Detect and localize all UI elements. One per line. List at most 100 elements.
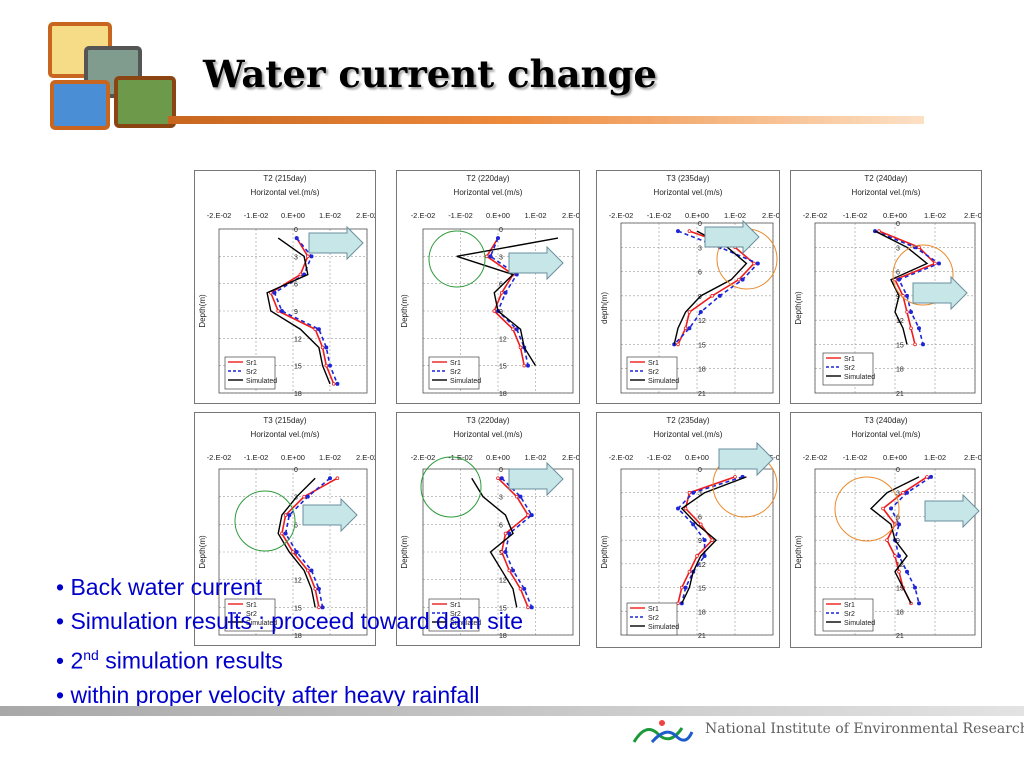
sr2-marker <box>324 345 329 350</box>
bullet-text: • within proper velocity after heavy rai… <box>56 681 480 708</box>
sr1-marker <box>514 494 519 499</box>
sr2-marker <box>529 513 534 518</box>
y-tick-label: 3 <box>294 254 298 261</box>
x-tick-label: 2.E-02 <box>562 453 579 462</box>
sr2-marker <box>702 538 707 543</box>
sr1-marker <box>496 476 500 481</box>
y-tick-label: 12 <box>698 562 706 569</box>
plot-frame <box>814 222 976 394</box>
sr1-marker <box>499 550 504 554</box>
y-tick-label: 18 <box>698 367 706 374</box>
sr1-marker <box>695 554 699 558</box>
sr1-marker <box>925 475 929 479</box>
sr2-marker <box>905 293 909 298</box>
sr2-marker <box>309 568 314 573</box>
x-tick-label: 1.E-02 <box>319 453 341 462</box>
footer-organization: National Institute of Environmental Rese… <box>705 721 1024 737</box>
y-tick-label: 6 <box>698 514 702 521</box>
chart-title: T3 (215day) <box>263 416 306 425</box>
y-tick-label: 3 <box>896 245 900 252</box>
x-tick-label: 1.E-02 <box>924 211 946 220</box>
right-arrow-icon <box>308 225 364 261</box>
sr1-marker <box>699 522 703 527</box>
sr2-marker <box>488 254 493 259</box>
x-tick-label: 2.E-02 <box>964 211 981 220</box>
right-arrow-icon <box>302 497 358 533</box>
x-axis-label: Horizontal vel.(m/s) <box>454 430 523 439</box>
sr2-marker <box>294 236 299 241</box>
y-tick-label: 12 <box>294 336 302 343</box>
x-axis-label: Horizontal vel.(m/s) <box>251 430 320 439</box>
bullet-item: • Back water current <box>56 570 696 604</box>
y-tick-label: 12 <box>499 578 507 585</box>
y-tick-label: 15 <box>294 605 302 612</box>
chart-panel-t2-215day: T2 (215day) Horizontal vel.(m/s) Depth(m) -… <box>194 170 376 404</box>
right-arrow-icon <box>508 245 564 281</box>
plot-frame <box>814 468 976 636</box>
y-tick-label: 18 <box>499 391 507 398</box>
highlight-circle <box>834 476 900 542</box>
x-tick-label: 0.E+00 <box>685 453 709 462</box>
legend-label: Sr2 <box>246 369 257 376</box>
y-axis-label: Depth(m) <box>198 535 207 569</box>
plot-frame <box>218 468 368 636</box>
sr2-marker <box>921 342 925 347</box>
y-tick-label: 15 <box>499 364 507 371</box>
sr1-marker <box>503 531 508 536</box>
y-tick-label: 15 <box>698 586 706 593</box>
legend-label: Sr1 <box>246 360 257 367</box>
sr2-marker <box>698 310 703 315</box>
y-tick-label: 9 <box>499 309 503 316</box>
sr2-marker <box>305 494 310 499</box>
y-tick-label: 6 <box>499 282 503 289</box>
right-arrow-icon <box>924 493 980 529</box>
chart-panel-t2-240day: T2 (240day) Horizontal vel.(m/s) Depth(m) -… <box>790 170 982 404</box>
title-logo-tiles <box>44 20 176 130</box>
y-tick-label: 15 <box>499 605 507 612</box>
sr2-marker <box>294 550 299 554</box>
sr2-marker <box>507 531 512 536</box>
series-line-sr1 <box>281 477 338 608</box>
sr1-marker <box>683 506 688 511</box>
y-tick-label: 0 <box>294 227 298 234</box>
sr2-marker <box>717 293 722 298</box>
y-tick-label: 0 <box>896 221 900 228</box>
sr1-marker <box>518 587 523 591</box>
y-tick-label: 9 <box>698 538 702 545</box>
y-axis-label: depth(m) <box>600 292 609 324</box>
sr2-marker <box>514 272 519 277</box>
x-axis-label: Horizontal vel.(m/s) <box>654 188 723 197</box>
sr2-marker <box>691 490 696 495</box>
legend-label: Simulated <box>246 620 277 627</box>
y-tick-label: 6 <box>698 270 702 277</box>
sr1-marker <box>885 538 889 542</box>
sr2-marker <box>279 309 284 313</box>
sr1-marker <box>687 229 692 233</box>
y-tick-label: 0 <box>499 227 503 234</box>
sr2-marker <box>905 569 909 574</box>
sr1-marker <box>499 290 504 295</box>
logo-tile-forest <box>114 76 176 128</box>
legend-label: Simulated <box>844 620 875 627</box>
footer-band <box>0 706 1024 716</box>
sr2-marker <box>897 553 901 558</box>
x-tick-label: -1.E-02 <box>244 211 269 220</box>
legend-label: Sr1 <box>844 356 855 363</box>
sr1-marker <box>298 272 303 277</box>
nier-logo <box>632 720 694 744</box>
series-line-simulated <box>874 230 929 345</box>
y-tick-label: 3 <box>896 491 900 498</box>
legend-label: Sr2 <box>246 611 257 618</box>
series-line-sr1 <box>878 230 937 345</box>
legend-label: Simulated <box>450 620 481 627</box>
sr1-marker <box>526 605 530 610</box>
sr2-marker <box>687 326 692 331</box>
sr1-marker <box>283 513 288 517</box>
chart-title: T2 (235day) <box>666 416 709 425</box>
y-tick-label: 18 <box>499 633 507 640</box>
x-tick-label: -2.E-02 <box>411 453 436 462</box>
sr1-marker <box>913 342 917 347</box>
sr1-marker <box>881 506 885 511</box>
sr1-marker <box>687 310 692 314</box>
right-arrow-icon <box>704 219 760 255</box>
